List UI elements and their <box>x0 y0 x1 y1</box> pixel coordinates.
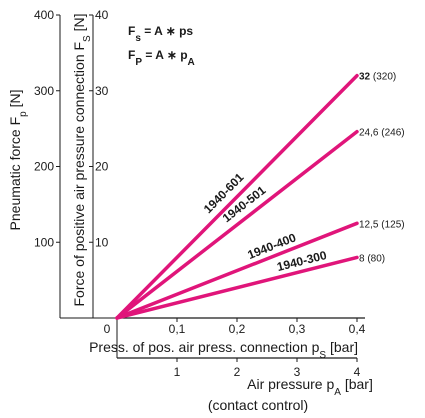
y-outer-tick-label: 100 <box>34 235 54 249</box>
x-primary-tick-label: 0,2 <box>229 322 246 336</box>
x-primary-tick-label: 0,1 <box>169 322 186 336</box>
series-end-label-1940-601: 32 (320) <box>359 72 396 83</box>
y-inner-tick-label: 20 <box>95 160 109 174</box>
series-line-1940-400 <box>115 221 359 320</box>
y-axis-outer-title: Pneumatic force Fp [N] <box>7 90 29 231</box>
x-axis-secondary-subtitle: (contact control) <box>208 397 308 413</box>
x-secondary-tick-label: 3 <box>294 365 301 379</box>
series-end-label-1940-501: 24,6 (246) <box>359 128 405 139</box>
y-inner-tick-label: 40 <box>95 8 109 22</box>
series-end-label-1940-400: 12,5 (125) <box>359 219 405 230</box>
y-inner-tick-label: 10 <box>95 235 109 249</box>
x-secondary-tick-label: 1 <box>174 365 181 379</box>
y-axis-inner-title: Force of positive air pressure connectio… <box>71 13 93 306</box>
series-line-1940-300 <box>115 255 359 320</box>
series-line-1940-501 <box>115 129 359 320</box>
formula-1: Fs = A ∗ ps <box>128 24 193 44</box>
y-outer-tick-label: 200 <box>34 160 54 174</box>
x-axis-secondary-title: Air pressure pA [bar] <box>247 376 373 398</box>
x-primary-tick-label: 0 <box>104 322 111 336</box>
series-line-1940-601 <box>115 73 359 320</box>
x-secondary-tick-label: 4 <box>354 365 361 379</box>
series-layer <box>115 73 359 320</box>
y-outer-tick-label: 300 <box>34 84 54 98</box>
x-axis-primary-title: Press. of pos. air press. connection pS … <box>89 339 358 361</box>
labels-layer: Press. of pos. air press. connection pS … <box>7 13 405 413</box>
x-primary-tick-label: 0,4 <box>349 322 366 336</box>
x-primary-tick-label: 0,3 <box>289 322 306 336</box>
y-inner-tick-label: 30 <box>95 84 109 98</box>
series-end-label-1940-300: 8 (80) <box>359 253 385 264</box>
formula-2: FP = A ∗ pA <box>128 48 195 68</box>
y-outer-tick-label: 400 <box>34 8 54 22</box>
x-secondary-tick-label: 2 <box>234 365 241 379</box>
